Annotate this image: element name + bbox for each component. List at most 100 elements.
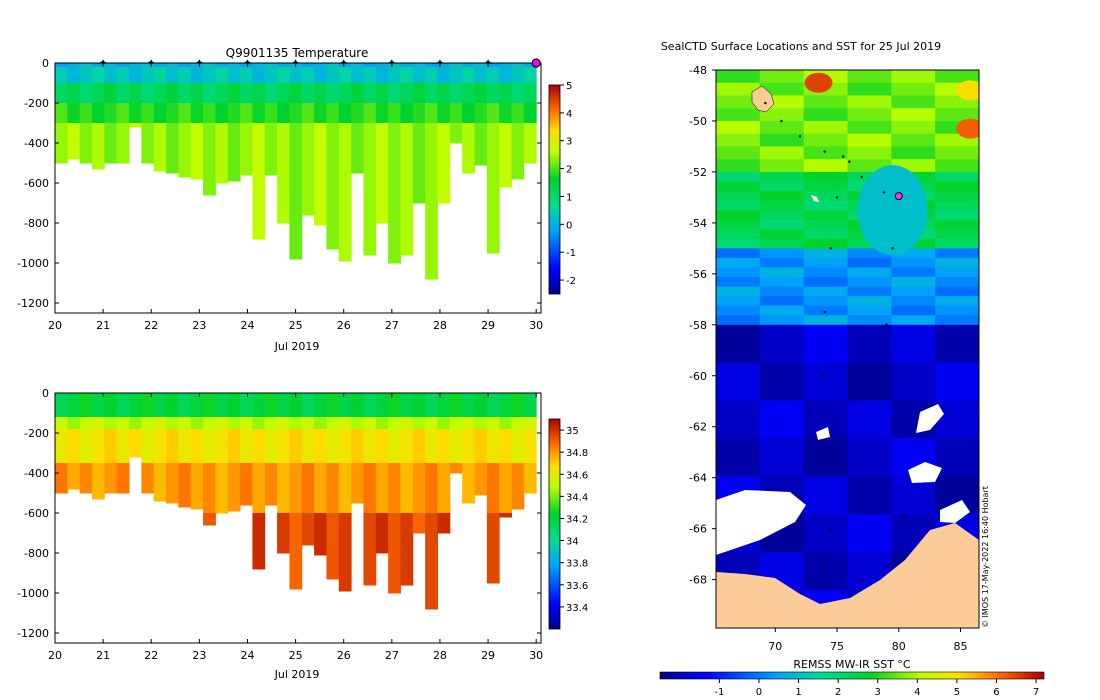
section-cell [375, 83, 389, 104]
section-cell [227, 103, 241, 124]
section-cell [474, 83, 488, 104]
section-cell [240, 63, 253, 68]
section-cell [499, 103, 513, 124]
y-tick-label: -800 [24, 217, 49, 230]
sst-cell [847, 133, 892, 147]
section-cell [240, 123, 253, 176]
section-cell [462, 429, 475, 464]
section-cell [104, 417, 118, 430]
temperature-dive-markers: ✦ ✦ ✦ ✦ ✦ ✦ ✦ ✦ ✦ [99, 58, 541, 69]
sst-cell [803, 296, 848, 307]
section-cell [338, 67, 352, 84]
section-cell [511, 463, 525, 510]
section-cell [215, 393, 229, 418]
dive-marker: ✦ [195, 58, 203, 69]
sst-cell [716, 315, 761, 326]
section-cell [326, 463, 340, 514]
sst-cell [891, 82, 936, 96]
sst-cell [759, 133, 805, 147]
section-cell [363, 463, 377, 514]
section-cell [252, 417, 266, 430]
x-tick-label: 26 [337, 649, 351, 662]
map-y-tick-label: -64 [689, 472, 707, 485]
section-cell [227, 429, 241, 464]
section-cell [289, 83, 303, 104]
colorbar-tick-label: 3 [566, 137, 572, 148]
map-credit: © IMOS 17-May-2022 16:40 Hobart [981, 486, 990, 628]
section-cell [511, 63, 525, 68]
section-cell [153, 67, 167, 84]
sst-colorbar-tick-label: 6 [993, 687, 999, 698]
sst-cell [935, 400, 979, 439]
section-cell [486, 513, 500, 584]
temperature-plot-frame [54, 62, 542, 314]
section-cell [511, 123, 525, 180]
section-cell [437, 429, 451, 464]
section-cell [388, 513, 401, 594]
section-cell [486, 393, 500, 418]
section-cell [523, 83, 537, 104]
section-cell [67, 103, 81, 124]
section-cell [252, 393, 266, 418]
section-cell [338, 417, 352, 430]
section-cell [499, 67, 513, 84]
temperature-x-ticks: 20 21 22 23 24 25 26 27 28 29 30 [48, 63, 543, 332]
y-tick-label: -1000 [17, 587, 49, 600]
section-cell [388, 67, 401, 84]
temperature-x-label: Jul 2019 [274, 340, 320, 353]
sst-cell [716, 171, 761, 182]
sst-cell [847, 296, 892, 307]
section-cell [129, 67, 142, 84]
section-cell [449, 463, 463, 474]
y-tick-label: -1200 [17, 297, 49, 310]
sst-cell [759, 159, 805, 173]
sst-cell [935, 229, 979, 240]
track-point [823, 310, 826, 314]
section-cell [264, 429, 278, 464]
section-cell [314, 83, 327, 104]
section-cell [190, 67, 204, 84]
section-cell [153, 123, 167, 172]
sst-cell [803, 552, 848, 591]
section-cell [351, 463, 364, 504]
section-cell [252, 123, 266, 240]
section-cell [252, 463, 266, 514]
section-cell [240, 429, 253, 464]
section-cell [264, 463, 278, 506]
map-y-tick-label: -52 [689, 166, 707, 179]
section-cell [523, 63, 537, 68]
track-point [860, 175, 863, 179]
sst-cell [847, 400, 892, 439]
sst-cell [759, 238, 805, 249]
sst-cell [935, 191, 979, 202]
section-cell [240, 393, 253, 418]
section-cell [326, 393, 340, 418]
sst-cell [935, 248, 979, 259]
section-cell [55, 417, 68, 430]
x-tick-label: 30 [529, 319, 543, 332]
map-x-ticks: 70 75 80 85 [768, 628, 967, 653]
sst-cell [759, 315, 805, 326]
section-cell [363, 83, 377, 104]
temperature-section-chart: Q9901135 Temperature 20 21 22 23 24 25 26 27 28 2… [17, 46, 576, 353]
sst-colorbar [659, 671, 1045, 680]
section-cell [499, 63, 513, 68]
section-cell [215, 103, 229, 124]
section-cell [277, 393, 290, 418]
temperature-colorbar-ticks: 5 4 3 2 1 0 -1 -2 [560, 81, 576, 287]
x-tick-label: 28 [433, 319, 447, 332]
section-cell [326, 417, 340, 430]
sst-colorbar-label: REMSS MW-IR SST °C [793, 658, 911, 671]
section-cell [499, 463, 513, 514]
section-cell [474, 393, 488, 418]
colorbar-tick-label: 2 [566, 165, 572, 176]
section-cell [141, 123, 155, 164]
map-x-tick-label: 75 [830, 640, 844, 653]
section-cell [351, 417, 364, 430]
section-cell [79, 123, 93, 164]
section-cell [523, 123, 537, 164]
section-cell [462, 103, 475, 124]
map-title: SealCTD Surface Locations and SST for 25… [661, 40, 941, 53]
section-cell [153, 463, 167, 502]
